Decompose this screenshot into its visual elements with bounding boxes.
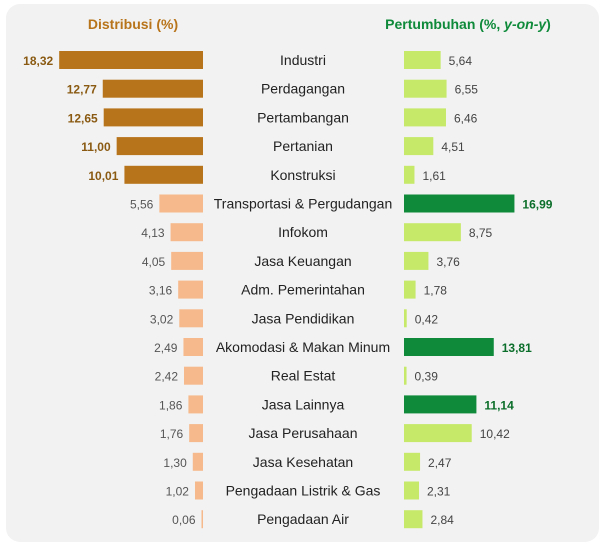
distribution-bar <box>59 51 203 69</box>
growth-title: Pertumbuhan (%, y-on-y) <box>385 16 551 32</box>
distribution-bar <box>159 194 203 213</box>
growth-bar <box>404 338 494 356</box>
distribution-bar <box>103 108 203 127</box>
growth-value-label: 2,31 <box>427 485 451 499</box>
category-label: Real Estat <box>271 368 336 384</box>
category-label: Jasa Keuangan <box>254 253 351 269</box>
growth-value-label: 6,46 <box>454 111 478 125</box>
distribution-value-label: 2,49 <box>154 341 178 355</box>
distribution-value-label: 1,30 <box>163 456 187 470</box>
distribution-value-label: 1,76 <box>160 427 184 441</box>
growth-bar <box>404 251 429 270</box>
growth-bar <box>404 137 434 156</box>
distribution-bar <box>194 481 203 500</box>
category-label: Jasa Pendidikan <box>252 310 355 326</box>
growth-value-label: 8,75 <box>469 226 493 240</box>
category-label: Transportasi & Pergudangan <box>214 196 392 212</box>
distribution-value-label: 5,56 <box>130 198 154 212</box>
growth-bar <box>404 194 515 213</box>
growth-bar <box>404 452 421 471</box>
distribution-bar <box>184 366 203 385</box>
growth-title-italic: y-on-y <box>503 16 547 32</box>
growth-bar <box>404 108 446 127</box>
growth-value-label: 1,61 <box>422 169 446 183</box>
growth-value-label: 5,64 <box>449 54 473 68</box>
category-label: Akomodasi & Makan Minum <box>216 339 390 355</box>
distribution-bar <box>189 424 203 443</box>
growth-value-label: 0,42 <box>415 312 439 326</box>
category-label: Perdagangan <box>261 81 345 97</box>
growth-bar <box>404 309 407 328</box>
growth-bar <box>404 510 423 529</box>
distribution-value-label: 12,65 <box>68 111 98 125</box>
distribution-value-label: 4,05 <box>142 255 166 269</box>
growth-bar <box>404 424 472 443</box>
growth-value-label: 16,99 <box>522 198 552 212</box>
growth-value-label: 2,47 <box>428 456 452 470</box>
distribution-value-label: 11,00 <box>81 140 111 154</box>
distribution-value-label: 12,77 <box>67 83 97 97</box>
growth-value-label: 4,51 <box>441 140 465 154</box>
growth-value-label: 6,55 <box>455 83 479 97</box>
chart-rows: 18,32 Industri 5,64 12,77 Perdagangan 6,55 12,… <box>23 51 553 529</box>
growth-title-end: ) <box>546 16 551 32</box>
growth-bar <box>404 223 461 242</box>
distribution-value-label: 4,13 <box>141 226 165 240</box>
distribution-bar <box>178 280 203 299</box>
growth-bar <box>404 165 415 184</box>
growth-bar <box>404 481 420 500</box>
category-label: Pengadaan Air <box>257 511 349 527</box>
distribution-bar <box>124 165 203 184</box>
distribution-bar <box>201 510 203 529</box>
distribution-value-label: 3,02 <box>150 312 174 326</box>
distribution-value-label: 10,01 <box>88 169 118 183</box>
distribution-bar <box>183 338 203 356</box>
growth-value-label: 1,78 <box>424 284 448 298</box>
category-label: Pengadaan Listrik & Gas <box>226 483 381 499</box>
growth-bar <box>404 79 447 98</box>
category-label: Jasa Perusahaan <box>249 425 358 441</box>
distribution-bar <box>171 251 203 270</box>
growth-value-label: 3,76 <box>436 255 460 269</box>
distribution-value-label: 3,16 <box>149 284 173 298</box>
category-label: Jasa Lainnya <box>262 396 345 412</box>
distribution-value-label: 0,06 <box>172 513 196 527</box>
distribution-bar <box>102 79 203 98</box>
category-label: Pertanian <box>273 138 333 154</box>
growth-value-label: 13,81 <box>502 341 532 355</box>
growth-value-label: 0,39 <box>415 370 439 384</box>
growth-value-label: 2,84 <box>430 513 454 527</box>
distribution-value-label: 18,32 <box>23 54 53 68</box>
distribution-value-label: 1,86 <box>159 398 183 412</box>
growth-bar <box>404 51 441 69</box>
category-label: Pertambangan <box>257 109 349 125</box>
distribution-value-label: 1,02 <box>166 485 190 499</box>
category-label: Jasa Kesehatan <box>253 454 353 470</box>
distribution-bar <box>188 395 203 414</box>
growth-title-main: Pertumbuhan (%, <box>385 16 504 32</box>
category-label: Adm. Pemerintahan <box>241 282 365 298</box>
growth-bar <box>404 366 407 385</box>
growth-bar <box>404 280 416 299</box>
category-label: Infokom <box>278 224 328 240</box>
category-label: Industri <box>280 52 326 68</box>
distribution-title: Distribusi (%) <box>88 16 178 32</box>
distribution-bar <box>170 223 203 242</box>
growth-value-label: 11,14 <box>484 398 514 412</box>
growth-bar <box>404 395 477 414</box>
distribution-bar <box>116 137 203 156</box>
distribution-value-label: 2,42 <box>155 370 179 384</box>
category-label: Konstruksi <box>270 167 335 183</box>
growth-value-label: 10,42 <box>480 427 510 441</box>
distribution-bar <box>179 309 203 328</box>
distribution-bar <box>192 452 203 471</box>
